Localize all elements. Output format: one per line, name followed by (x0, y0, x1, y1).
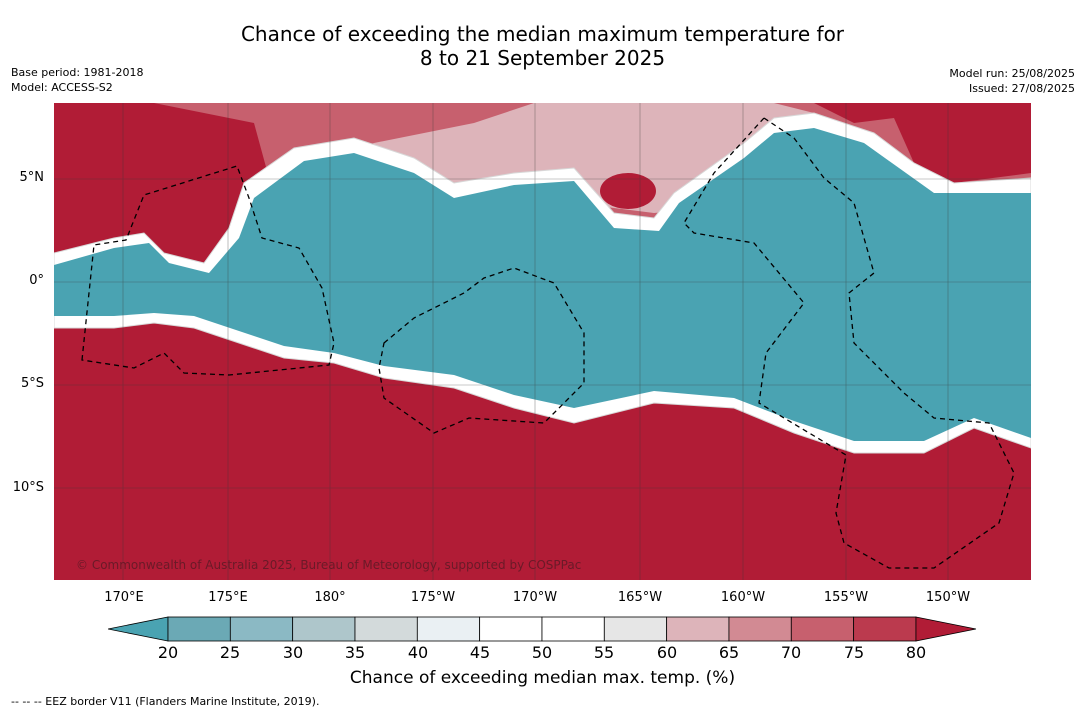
colorbar-segment (292, 616, 356, 642)
lat-label-0: 0° (29, 273, 44, 288)
colorbar-segment (790, 616, 855, 642)
base-period: Base period: 1981-2018 (11, 66, 144, 79)
forecast-map (54, 103, 1031, 580)
lon-label-175w: 175°W (410, 590, 456, 605)
cb-tick-55: 55 (593, 643, 615, 662)
colorbar-segment (416, 616, 481, 642)
chart-title-line1: Chance of exceeding the median maximum t… (240, 22, 845, 46)
colorbar-segment (541, 616, 605, 642)
colorbar-label: Chance of exceeding median max. temp. (%… (349, 668, 736, 688)
lon-label-175e: 175°E (208, 590, 248, 605)
cb-tick-65: 65 (718, 643, 740, 662)
lat-label-5s: 5°S (20, 376, 44, 391)
map-svg (54, 103, 1031, 580)
cool-region (54, 128, 1031, 441)
colorbar-segment (853, 616, 917, 642)
cb-tick-40: 40 (407, 643, 429, 662)
colorbar-low-extend (108, 616, 169, 642)
cb-tick-60: 60 (656, 643, 678, 662)
eez-borders (81, 117, 1015, 569)
colorbar-segment (603, 616, 668, 642)
meta-right: Model run: 25/08/2025 Issued: 27/08/2025 (949, 66, 1075, 96)
colorbar-segment (728, 616, 792, 642)
chart-title-line2: 8 to 21 September 2025 (419, 46, 666, 70)
colorbar-segment (229, 616, 294, 642)
colorbar-high-extend (915, 616, 977, 642)
colorbar (108, 616, 977, 642)
issued-date: Issued: 27/08/2025 (968, 82, 1075, 95)
model-name: Model: ACCESS-S2 (11, 81, 113, 94)
cb-tick-70: 70 (780, 643, 802, 662)
colorbar-segment (167, 616, 231, 642)
colorbar-segment (479, 616, 543, 642)
lat-label-5n: 5°N (19, 170, 45, 185)
cb-tick-50: 50 (531, 643, 553, 662)
lon-label-180: 180° (314, 590, 346, 605)
lon-label-170e: 170°E (104, 590, 144, 605)
lon-label-160w: 160°W (720, 590, 766, 605)
lon-label-155w: 155°W (823, 590, 869, 605)
gridlines (54, 103, 1031, 580)
lon-label-165w: 165°W (617, 590, 663, 605)
model-run: Model run: 25/08/2025 (949, 67, 1075, 80)
cb-tick-80: 80 (905, 643, 927, 662)
cb-tick-75: 75 (843, 643, 865, 662)
eez-legend: -- -- -- EEZ border V11 (Flanders Marine… (11, 695, 320, 708)
cb-tick-20: 20 (157, 643, 179, 662)
red-blob (600, 173, 656, 209)
cb-tick-30: 30 (282, 643, 304, 662)
lon-label-170w: 170°W (512, 590, 558, 605)
lat-label-10s: 10°S (12, 480, 44, 495)
copyright-text: © Commonwealth of Australia 2025, Bureau… (76, 558, 582, 572)
colorbar-segment (354, 616, 418, 642)
lon-label-150w: 150°W (925, 590, 971, 605)
cb-tick-45: 45 (469, 643, 491, 662)
cb-tick-35: 35 (344, 643, 366, 662)
cb-tick-25: 25 (219, 643, 241, 662)
meta-left: Base period: 1981-2018 Model: ACCESS-S2 (11, 65, 143, 95)
colorbar-segment (666, 616, 730, 642)
